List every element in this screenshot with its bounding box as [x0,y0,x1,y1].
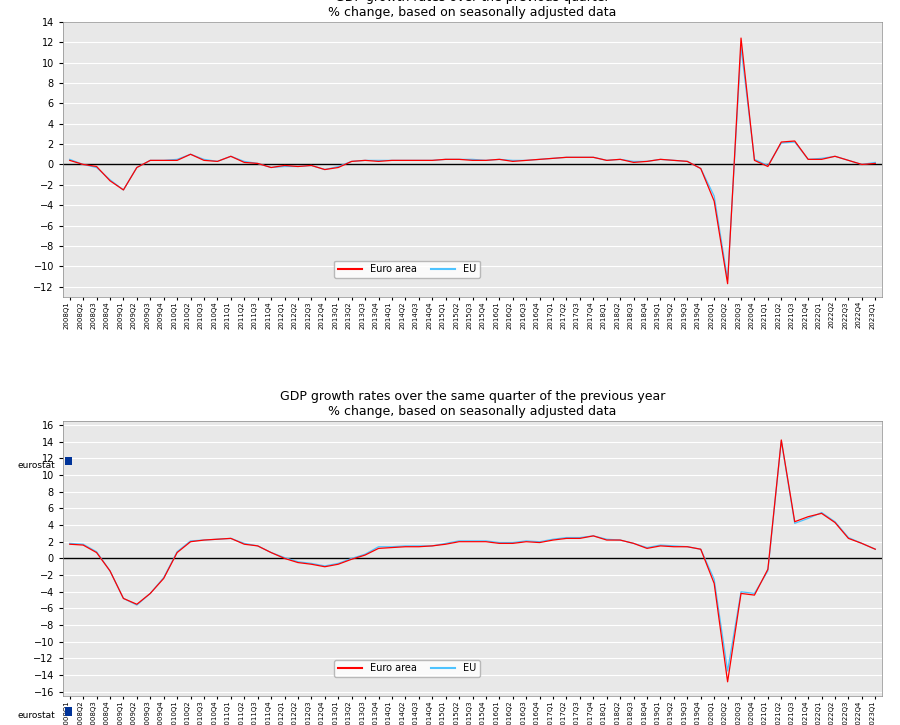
Title: GDP growth rates over the same quarter of the previous year
% change, based on s: GDP growth rates over the same quarter o… [280,390,665,418]
Text: eurostat: eurostat [18,710,56,720]
Legend: Euro area, EU: Euro area, EU [334,660,481,677]
Text: eurostat: eurostat [18,460,56,470]
Legend: Euro area, EU: Euro area, EU [334,260,481,278]
Title: GDP growth rates over the previous quarter
% change, based on seasonally adjuste: GDP growth rates over the previous quart… [328,0,616,19]
